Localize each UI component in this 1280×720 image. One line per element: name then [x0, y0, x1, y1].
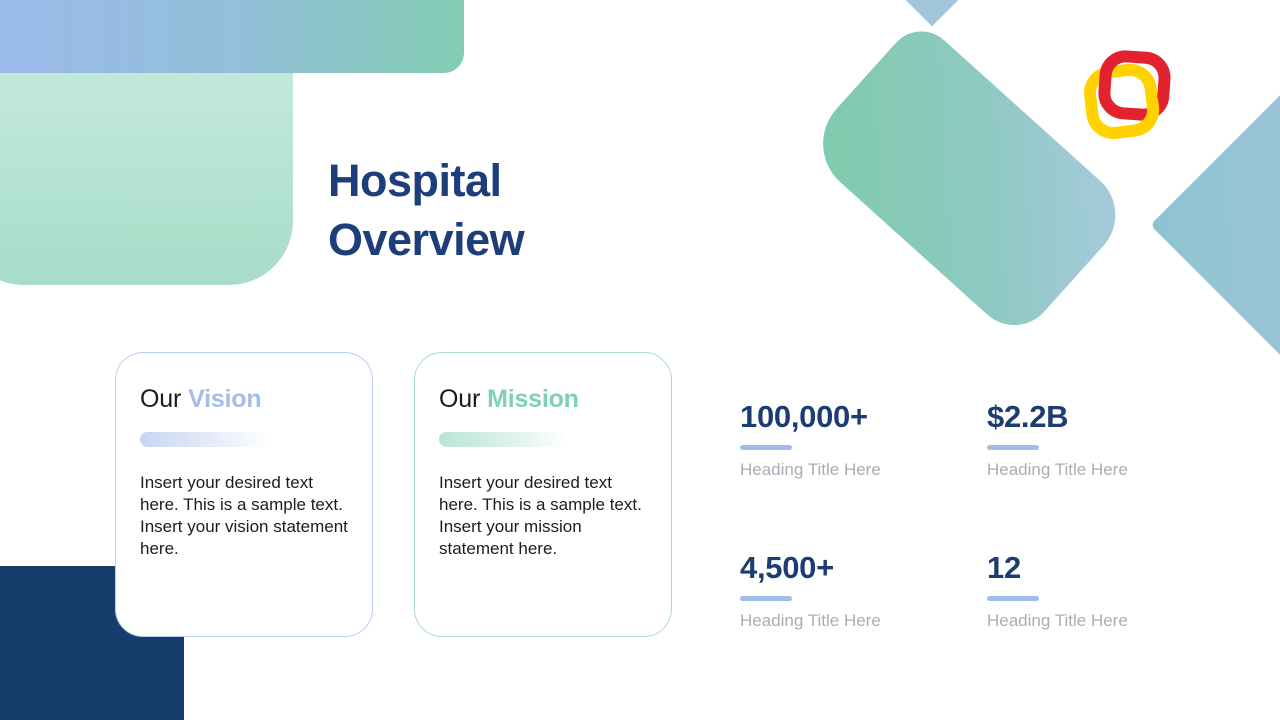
- squircle-rings-logo-icon: [1083, 50, 1171, 140]
- stat-label: Heading Title Here: [987, 611, 1128, 630]
- mission-heading-prefix: Our: [439, 385, 481, 413]
- mission-card: Our Mission Insert your desired text here…: [414, 352, 672, 637]
- stat-underline: [740, 596, 792, 601]
- stat-item: 4,500+ Heading Title Here: [740, 549, 987, 631]
- stats-grid: 100,000+ Heading Title Here $2.2B Headin…: [740, 398, 1234, 631]
- mint-rounded-block-shape: [0, 0, 293, 285]
- stat-item: 100,000+ Heading Title Here: [740, 398, 987, 480]
- stat-underline: [987, 596, 1039, 601]
- stat-label: Heading Title Here: [740, 611, 881, 630]
- stat-value: 12: [987, 550, 1021, 585]
- vision-card-heading: Our Vision: [140, 385, 350, 414]
- page-title-line1: Hospital: [328, 155, 502, 206]
- page-title-line2: Overview: [328, 214, 525, 265]
- page-title: Hospital Overview: [328, 151, 525, 269]
- mission-body-text: Insert your desired text here. This is a…: [439, 473, 642, 558]
- stat-value: 4,500+: [740, 550, 834, 585]
- vision-gradient-pill: [140, 432, 271, 447]
- gradient-bar-shape: [0, 0, 464, 73]
- small-top-diamond-shape: [889, 0, 975, 27]
- stat-item: 12 Heading Title Here: [987, 549, 1234, 631]
- stat-label: Heading Title Here: [987, 460, 1128, 479]
- vision-card: Our Vision Insert your desired text here.…: [115, 352, 373, 637]
- mission-gradient-pill: [439, 432, 570, 447]
- vision-heading-prefix: Our: [140, 385, 182, 413]
- vision-heading-highlight: Vision: [188, 385, 262, 413]
- large-gradient-diamond-shape: [801, 17, 1135, 342]
- stat-value: 100,000+: [740, 399, 868, 434]
- stat-label: Heading Title Here: [740, 460, 881, 479]
- stat-underline: [740, 445, 792, 450]
- stat-value: $2.2B: [987, 399, 1069, 434]
- mission-heading-highlight: Mission: [487, 385, 579, 413]
- vision-body-text: Insert your desired text here. This is a…: [140, 473, 348, 558]
- mission-card-heading: Our Mission: [439, 385, 649, 414]
- stat-underline: [987, 445, 1039, 450]
- right-edge-diamond-shape: [1150, 48, 1280, 402]
- stat-item: $2.2B Heading Title Here: [987, 398, 1234, 480]
